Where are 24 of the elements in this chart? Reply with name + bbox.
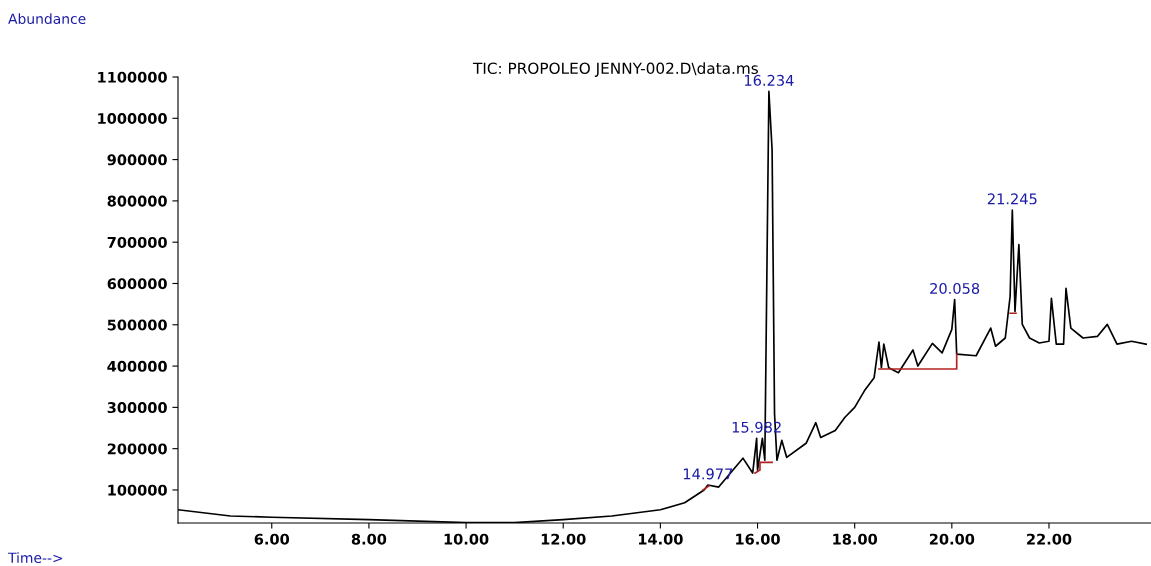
- y-tick-label: 500000: [107, 319, 167, 331]
- x-tick-label: 14.00: [638, 533, 683, 545]
- y-tick-label: 100000: [108, 484, 167, 496]
- y-tick-label: 1000000: [98, 113, 167, 125]
- x-tick-label: 22.00: [1027, 533, 1072, 545]
- x-tick-label: 6.00: [254, 533, 290, 545]
- x-tick-label: 16.00: [736, 533, 780, 545]
- annotation: 20.058: [930, 282, 980, 294]
- y-tick-label: 400000: [107, 360, 167, 372]
- annotation: 21.245: [987, 193, 1037, 205]
- x-tick-label: 18.00: [833, 533, 878, 545]
- y-tick-label: 700000: [107, 236, 167, 248]
- y-tick-label: 300000: [107, 402, 167, 414]
- x-axis-title: Time-->: [7, 552, 63, 564]
- y-tick-label: 900000: [107, 154, 167, 166]
- y-tick-label: 1100000: [98, 71, 167, 83]
- y-tick-label: 800000: [107, 195, 167, 207]
- x-tick-label: 12.00: [541, 533, 586, 545]
- y-axis-title: Abundance: [8, 13, 86, 25]
- y-tick-label: 600000: [107, 278, 167, 290]
- x-tick-label: 20.00: [929, 533, 975, 545]
- y-tick-label: 200000: [107, 443, 167, 455]
- x-tick-label: 10.00: [444, 533, 489, 545]
- x-tick-label: 8.00: [351, 533, 387, 545]
